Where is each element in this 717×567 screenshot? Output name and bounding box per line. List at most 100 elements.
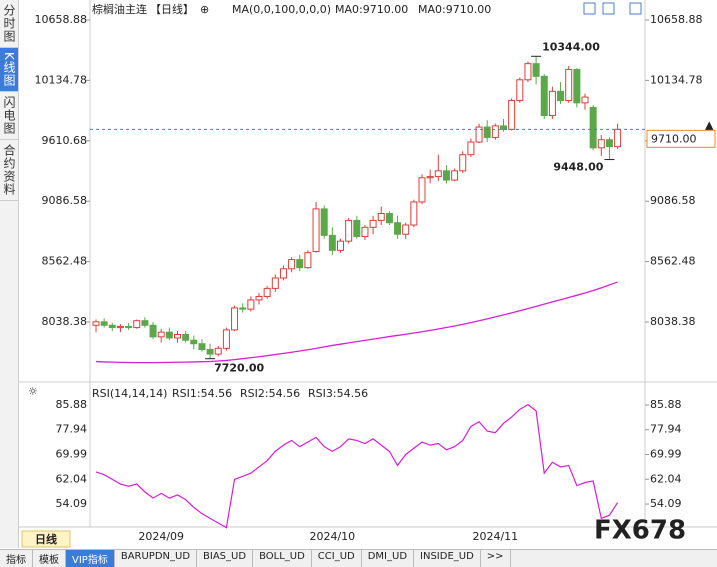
toolbar-icons	[583, 2, 642, 15]
candle-body	[288, 259, 296, 270]
ann-high: 10344.00	[542, 40, 600, 53]
bottom-tab[interactable]: INSIDE_UD	[414, 550, 481, 567]
candle-body	[312, 208, 320, 253]
ann-low: 7720.00	[214, 362, 264, 375]
candle-body	[157, 331, 165, 338]
candle-body	[255, 295, 263, 301]
candle-body	[442, 170, 450, 181]
y-tick-label-left: 69.99	[56, 448, 88, 461]
bottom-tab[interactable]: BOLL_UD	[253, 550, 312, 567]
y-tick-label-left: 8038.38	[42, 315, 88, 328]
y-tick-label-right: 77.94	[650, 423, 682, 436]
candle-body	[557, 90, 565, 102]
candle-body	[434, 170, 442, 178]
bottom-tabs: 指标 模板 VIP指标 BARUPDN_UD BIAS_UD BOLL_UD CCI_UD D…	[0, 549, 717, 567]
candle-body	[263, 287, 271, 297]
chart: 日线 ☼ ⊕ 棕榈油主连 【日线】 MA(0,0,100,0,0,0) MA0:9710…	[19, 0, 717, 548]
y-tick-label-left: 10134.78	[35, 73, 88, 86]
watermark: FX678	[594, 516, 686, 546]
candle-body	[459, 154, 467, 172]
sidebar: 分时图 K线图 闪电图 合约资料	[0, 0, 19, 548]
candle-body	[614, 128, 622, 148]
bottom-tab[interactable]: VIP指标	[66, 550, 115, 567]
candle-body	[271, 277, 279, 289]
candle-body	[328, 234, 336, 251]
candle-body	[524, 63, 532, 81]
last-price-arrow: ▲	[705, 118, 714, 131]
candle-body	[214, 347, 222, 355]
rsi-icon: ☼	[28, 385, 38, 398]
y-tick-label-right: 8038.38	[650, 315, 696, 328]
candle-body	[418, 177, 426, 203]
candle-body	[581, 96, 589, 104]
candle-body	[337, 240, 344, 251]
candle-body	[467, 141, 475, 156]
header-icon: ⊕	[200, 3, 209, 16]
candle-body	[108, 324, 116, 329]
x-tick-label: 2024/09	[138, 530, 184, 543]
header-text: 棕榈油主连	[92, 2, 147, 16]
rsi-header: RSI3:54.56	[308, 387, 368, 400]
header-text: MA(0,0,100,0,0,0)	[232, 3, 331, 16]
candle-body	[565, 68, 573, 102]
header-text: 【日线】	[150, 2, 194, 16]
candle-body	[92, 321, 100, 326]
bottom-tab[interactable]: 模板	[33, 550, 66, 567]
candle-body	[165, 331, 173, 339]
candle-body	[100, 321, 108, 326]
y-tick-label-left: 85.88	[56, 398, 88, 411]
header-text: MA0:9710.00	[335, 3, 408, 16]
candle-body	[133, 320, 141, 329]
candle-body	[385, 212, 393, 224]
y-tick-label-right: 69.99	[650, 448, 682, 461]
ma-line	[95, 281, 618, 364]
candle-body	[597, 139, 605, 149]
rsi-header: RSI1:54.56	[172, 387, 232, 400]
bottom-tab[interactable]: BIAS_UD	[197, 550, 254, 567]
bottom-tab[interactable]: >>	[481, 550, 511, 567]
header-text: MA0:9710.00	[418, 3, 491, 16]
candle-body	[410, 201, 418, 226]
candle-body	[483, 126, 491, 138]
y-tick-label-right: 54.09	[650, 497, 682, 510]
bottom-tab[interactable]: DMI_UD	[362, 550, 415, 567]
candle-body	[149, 324, 157, 338]
candle-body	[532, 63, 540, 77]
candle-body	[394, 222, 402, 235]
candle-body	[508, 100, 516, 130]
candle-body	[516, 79, 524, 102]
y-tick-label-left: 9610.68	[42, 134, 88, 147]
side-tab[interactable]: K线图	[0, 48, 18, 92]
candle-body	[345, 219, 353, 242]
period-button[interactable]: 日线	[35, 532, 57, 546]
candle-body	[182, 333, 190, 341]
last-price-label: 9710.00	[651, 132, 697, 145]
y-tick-label-right: 10134.78	[650, 73, 703, 86]
x-tick-label: 2024/10	[309, 530, 355, 543]
y-tick-label-left: 9086.58	[42, 194, 88, 207]
bottom-tab[interactable]: CCI_UD	[312, 550, 362, 567]
candle-body	[605, 139, 613, 148]
candle-body	[231, 307, 239, 331]
candle-body	[116, 325, 124, 329]
rsi-line	[95, 403, 619, 529]
period-button-bg[interactable]	[21, 530, 71, 548]
candle-body	[174, 333, 181, 339]
candle-body	[279, 268, 287, 279]
y-tick-label-right: 9086.58	[650, 194, 696, 207]
side-tab[interactable]: 合约资料	[0, 140, 18, 201]
candle-body	[402, 224, 410, 235]
candle-body	[247, 299, 255, 310]
y-tick-label-left: 77.94	[56, 423, 88, 436]
y-tick-label-left: 54.09	[56, 497, 88, 510]
bottom-tab[interactable]: BARUPDN_UD	[115, 550, 198, 567]
candle-body	[141, 320, 149, 326]
side-tab[interactable]: 分时图	[0, 0, 18, 48]
side-tab[interactable]: 闪电图	[0, 92, 18, 140]
candle-body	[190, 339, 198, 345]
bottom-tab[interactable]: 指标	[0, 550, 33, 567]
candle-body	[125, 325, 133, 329]
y-tick-label-right: 10658.88	[650, 13, 703, 26]
candle-body	[369, 219, 377, 228]
candle-body	[491, 125, 499, 138]
